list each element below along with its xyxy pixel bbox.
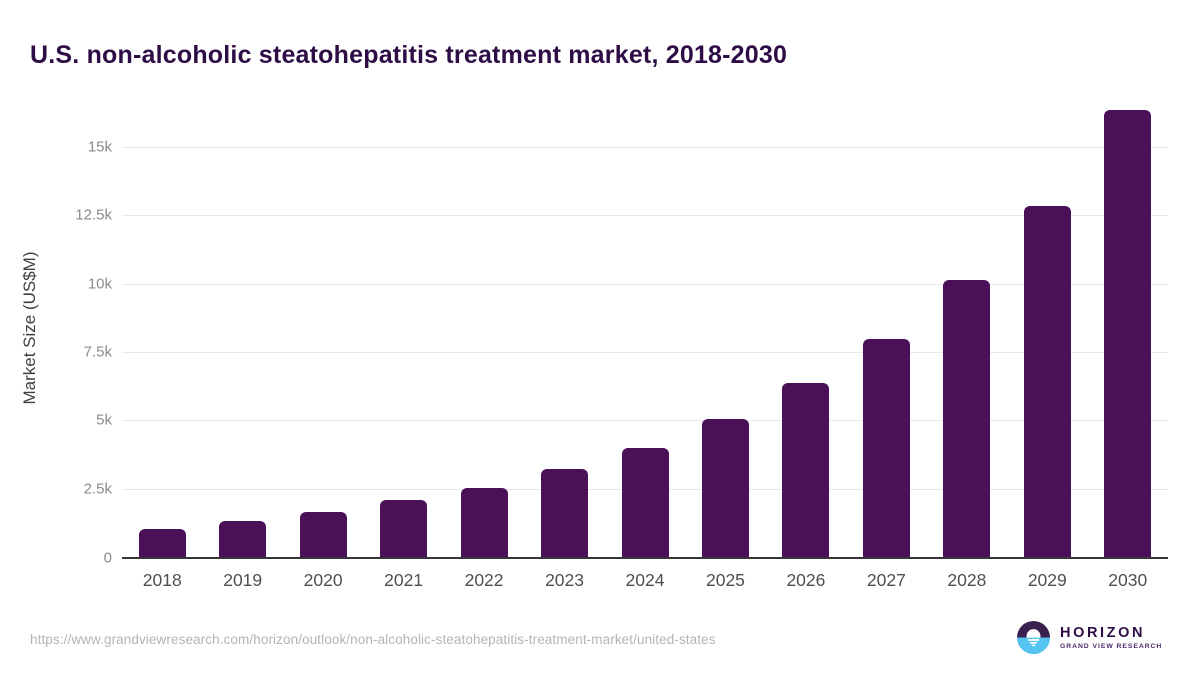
- bar-2026: [782, 383, 830, 557]
- horizon-sun-icon: [1017, 621, 1050, 654]
- x-tick-label-2021: 2021: [384, 570, 424, 590]
- bar-2030: [1104, 109, 1152, 557]
- y-tick-label-10k: 10k: [87, 275, 112, 293]
- logo-title: HORIZON: [1060, 625, 1146, 641]
- bar-2023: [541, 469, 589, 557]
- y-tick-label-2.5k: 2.5k: [83, 480, 112, 498]
- bar-2019: [219, 521, 267, 557]
- gridline-7.5k: [122, 351, 1168, 353]
- gridline-15k: [122, 146, 1168, 148]
- gridline-5k: [122, 420, 1168, 422]
- x-tick-label-2025: 2025: [705, 570, 745, 590]
- bar-2018: [138, 528, 186, 557]
- bar-2021: [380, 500, 428, 557]
- y-tick-label-0: 0: [103, 549, 112, 567]
- source-url: https://www.grandviewresearch.com/horizo…: [30, 632, 716, 647]
- x-tick-label-2028: 2028: [947, 570, 987, 590]
- x-tick-label-2029: 2029: [1027, 570, 1067, 590]
- bar-2025: [701, 418, 749, 557]
- y-tick-label-15k: 15k: [87, 138, 112, 156]
- plot-area: [122, 99, 1168, 559]
- y-axis-ticks: 0 2.5k 5k 7.5k 10k 12.5k 15k: [0, 0, 112, 675]
- bar-2022: [460, 487, 508, 557]
- page-title: U.S. non-alcoholic steatohepatitis treat…: [30, 40, 788, 69]
- logo-text: HORIZON GRAND VIEW RESEARCH: [1060, 625, 1162, 650]
- bar-2027: [862, 338, 910, 557]
- horizon-logo: HORIZON GRAND VIEW RESEARCH: [1017, 621, 1162, 654]
- gridline-10k: [122, 283, 1168, 285]
- logo-subtitle: GRAND VIEW RESEARCH: [1060, 643, 1163, 650]
- x-tick-label-2026: 2026: [786, 570, 826, 590]
- bar-2029: [1023, 205, 1071, 557]
- x-tick-label-2023: 2023: [545, 570, 584, 590]
- y-tick-label-5k: 5k: [96, 411, 112, 429]
- bar-2020: [299, 512, 347, 557]
- gridline-12.5k: [122, 215, 1168, 217]
- bar-2028: [943, 280, 991, 557]
- x-tick-label-2024: 2024: [625, 570, 665, 590]
- bar-2024: [621, 447, 669, 557]
- x-tick-label-2022: 2022: [464, 570, 504, 590]
- x-tick-label-2020: 2020: [303, 570, 343, 590]
- x-tick-label-2019: 2019: [223, 570, 263, 590]
- x-tick-label-2030: 2030: [1108, 570, 1148, 590]
- x-tick-label-2018: 2018: [142, 570, 182, 590]
- y-tick-label-12.5k: 12.5k: [75, 206, 112, 224]
- x-tick-label-2027: 2027: [866, 570, 906, 590]
- y-tick-label-7.5k: 7.5k: [83, 343, 112, 361]
